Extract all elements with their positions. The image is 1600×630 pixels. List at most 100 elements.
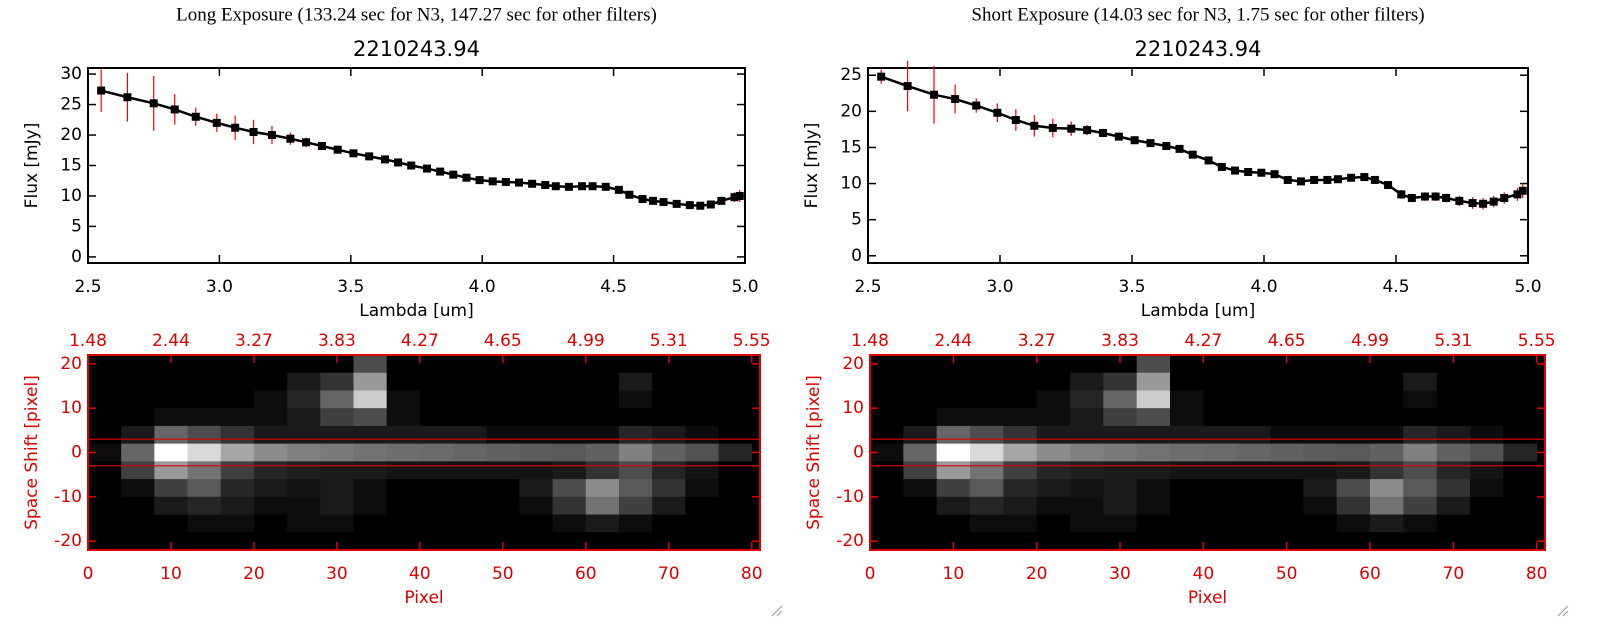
image-pixel: [88, 532, 122, 551]
image-pixel: [652, 461, 686, 480]
x2-tick-label: 3.27: [235, 331, 273, 351]
y-tick-label: 15: [60, 156, 82, 176]
image-pixel: [1003, 355, 1038, 374]
data-point: [97, 86, 106, 95]
data-point: [1188, 150, 1197, 159]
data-point: [191, 112, 200, 121]
x-tick-label: 60: [575, 564, 597, 584]
image-pixel: [187, 425, 222, 445]
y-tick-label: 5: [71, 216, 82, 236]
image-pixel: [1103, 461, 1138, 480]
image-pixel: [1070, 443, 1104, 462]
image-pixel: [718, 496, 753, 516]
image-pixel: [718, 355, 753, 374]
image-pixel: [1503, 479, 1538, 498]
image-pixel: [1503, 514, 1538, 533]
y-axis-label: Space Shift [pixel]: [804, 375, 824, 530]
x-tick-label: 0: [865, 564, 876, 584]
image-pixel: [1370, 461, 1404, 480]
image-pixel: [1403, 372, 1438, 391]
image-pixel: [552, 461, 587, 480]
image-pixel: [486, 390, 520, 409]
image-pixel: [1436, 390, 1471, 409]
x-tick-label: 2.5: [854, 277, 881, 297]
y-tick-label: 25: [60, 95, 82, 115]
image-pixel: [220, 372, 255, 391]
image-pixel: [1370, 496, 1404, 516]
data-point: [588, 182, 597, 191]
image-pixel: [1470, 372, 1504, 391]
image-pixel: [652, 372, 686, 391]
x2-tick-label: 2.44: [934, 331, 972, 351]
image-pixel: [1436, 461, 1471, 480]
image-pixel: [1236, 461, 1271, 480]
image-pixel: [320, 514, 354, 533]
image-pixel: [970, 425, 1004, 445]
image-pixel: [1170, 532, 1204, 551]
x-tick-label: 10: [160, 564, 182, 584]
image-pixel: [419, 443, 454, 462]
data-point: [380, 155, 389, 164]
image-pixel: [1470, 408, 1504, 427]
image-pixel: [1336, 443, 1371, 462]
x-tick-label: 3.0: [206, 277, 233, 297]
image-pixel: [154, 355, 189, 374]
image-pixel: [1203, 372, 1238, 391]
x-axis-label: Pixel: [404, 588, 443, 608]
image-pixel: [618, 461, 653, 480]
image-pixel: [220, 461, 255, 480]
image-pixel: [1470, 496, 1504, 516]
data-point: [1518, 186, 1527, 195]
image-pixel: [1270, 514, 1304, 533]
image-pixel: [552, 479, 587, 498]
image-pixel: [486, 408, 520, 427]
image-pixel: [88, 408, 122, 427]
data-point: [1130, 136, 1139, 145]
image-pixel: [187, 390, 222, 409]
data-point: [475, 176, 484, 185]
image-pixel: [386, 443, 421, 462]
y-axis-label: Space Shift [pixel]: [22, 375, 42, 530]
x2-tick-label: 3.83: [1101, 331, 1139, 351]
image-pixel: [718, 443, 753, 462]
image-pixel: [618, 532, 653, 551]
image-pixel: [585, 372, 620, 391]
image-pixel: [154, 408, 189, 427]
y-tick-label: 10: [842, 398, 864, 418]
image-pixel: [1503, 532, 1538, 551]
image-pixel: [1403, 496, 1438, 516]
image-pixel: [903, 425, 938, 445]
image-pixel: [1436, 496, 1471, 516]
image-pixel: [1336, 425, 1371, 445]
image-pixel: [486, 425, 520, 445]
image-pixel: [903, 443, 938, 462]
image-pixel: [1170, 443, 1204, 462]
data-point: [462, 173, 471, 182]
data-point: [1011, 116, 1020, 124]
data-point: [638, 195, 647, 204]
image-pixel: [1303, 479, 1338, 498]
image-pixel: [1470, 443, 1504, 462]
image-pixel: [1503, 425, 1538, 445]
image-pixel: [1436, 443, 1471, 462]
image-pixel: [903, 372, 938, 391]
image-pixel: [1336, 390, 1371, 409]
image-pixel: [1036, 408, 1071, 427]
image-pixel: [1136, 496, 1171, 516]
image-pixel: [1003, 532, 1038, 551]
image-pixel: [1236, 532, 1271, 551]
image-pixel: [1036, 514, 1071, 533]
image-pixel: [870, 355, 904, 374]
image-pixel: [685, 479, 720, 498]
x-tick-label: 80: [1526, 564, 1548, 584]
image-pixel: [1270, 443, 1304, 462]
image-pixel: [121, 443, 155, 462]
image-pixel: [552, 425, 587, 445]
image-pixel: [187, 532, 222, 551]
image-pixel: [453, 390, 487, 409]
image-pixel: [585, 514, 620, 533]
image-pixel: [287, 425, 321, 445]
data-point: [1175, 144, 1184, 153]
